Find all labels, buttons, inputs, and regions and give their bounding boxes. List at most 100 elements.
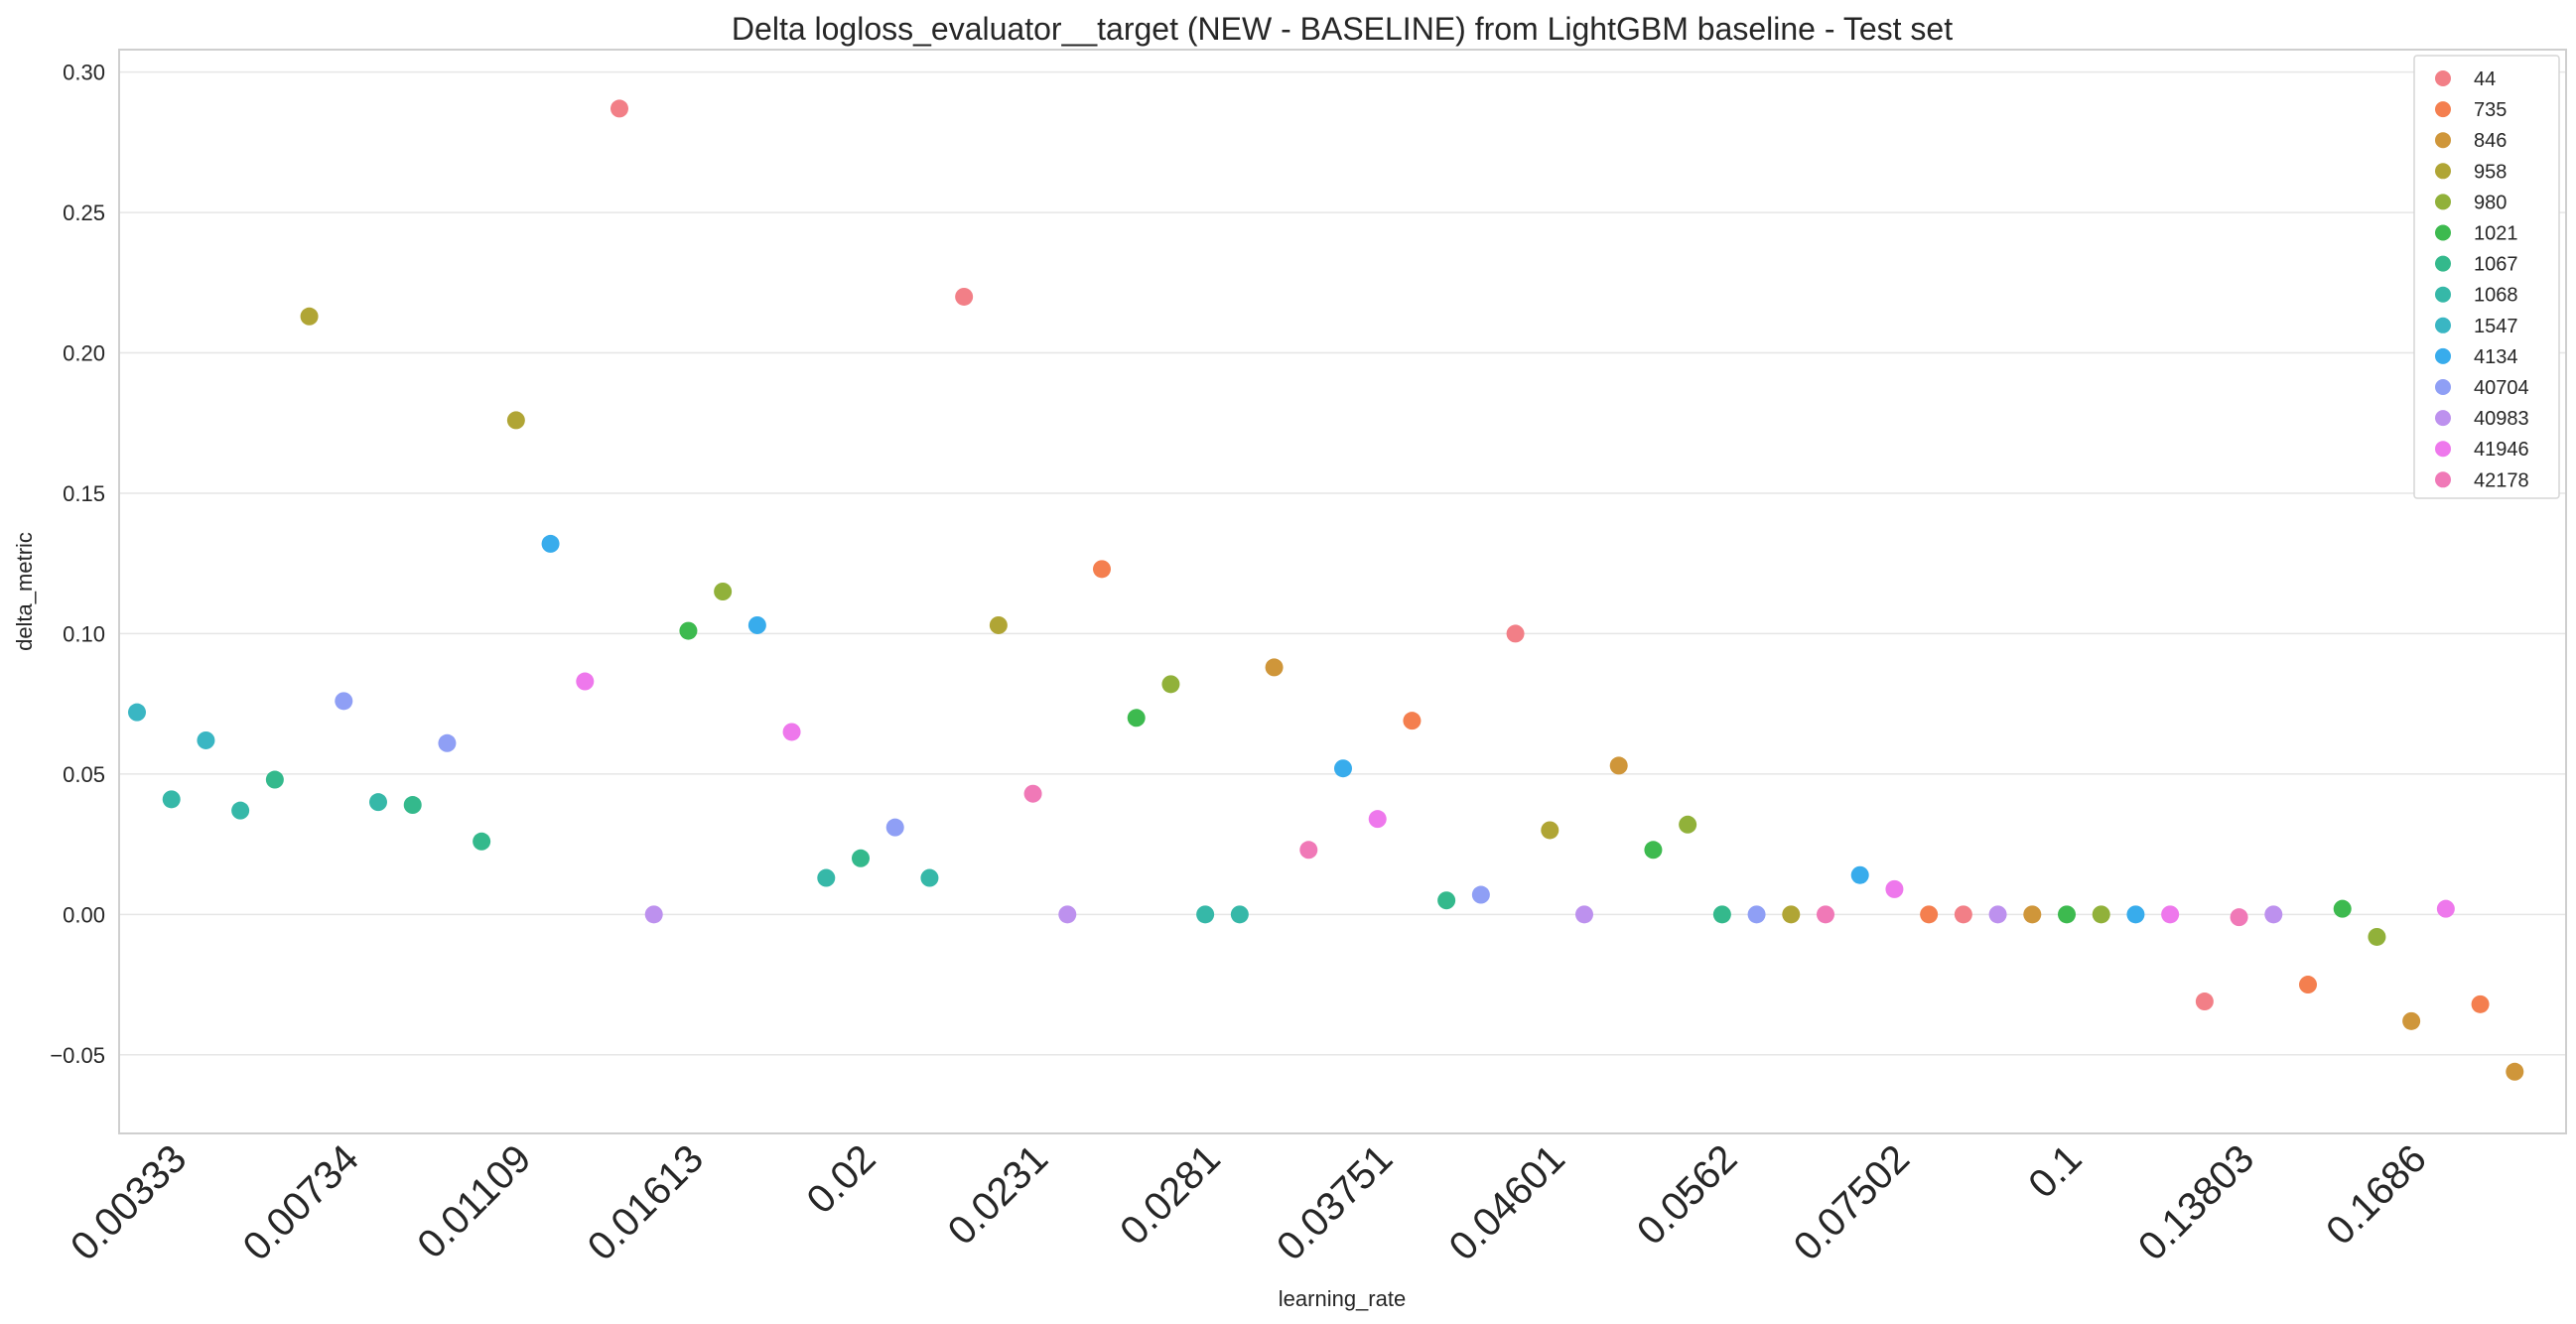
data-point [197, 730, 215, 749]
data-point [2402, 1011, 2421, 1030]
data-point [576, 672, 595, 691]
data-point [438, 733, 457, 752]
data-point [2299, 976, 2317, 994]
data-point [1058, 905, 1077, 924]
data-point [541, 534, 560, 553]
data-point [1403, 712, 1422, 730]
legend-label: 4134 [2474, 346, 2518, 368]
y-axis-label: delta_metric [12, 532, 37, 651]
data-point [1506, 624, 1525, 643]
legend-marker [2435, 410, 2451, 427]
data-point [852, 849, 870, 867]
data-point [162, 790, 181, 809]
data-point [1299, 841, 1318, 860]
data-point [473, 832, 491, 851]
legend-marker [2435, 379, 2451, 395]
data-point [885, 818, 904, 837]
data-point [2023, 905, 2042, 924]
legend-label: 846 [2474, 130, 2507, 152]
data-point [2161, 905, 2180, 924]
legend-label: 958 [2474, 161, 2507, 183]
legend-marker [2435, 347, 2451, 364]
data-point [1265, 658, 1284, 677]
data-point [2126, 905, 2145, 924]
y-tick-label: 0.10 [63, 621, 105, 646]
legend-marker [2435, 441, 2451, 458]
data-point [1093, 560, 1111, 579]
data-point [1885, 879, 1904, 898]
y-axis-ticks: −0.05 0.00 0.05 0.10 0.15 0.20 0.25 0.30 [50, 61, 105, 1068]
data-point [644, 905, 663, 924]
data-point [817, 868, 836, 887]
data-point [403, 796, 422, 815]
data-point [1196, 905, 1215, 924]
data-point [955, 287, 974, 306]
data-point [1023, 784, 1042, 803]
plot-frame [118, 49, 2567, 1134]
legend-marker [2435, 132, 2451, 149]
data-point [335, 692, 353, 711]
data-point [1817, 905, 1834, 924]
legend-label: 1547 [2474, 316, 2518, 337]
legend-label: 735 [2474, 99, 2507, 121]
y-tick-label: 0.20 [63, 341, 105, 366]
data-point [1368, 810, 1387, 829]
data-point [1471, 885, 1490, 904]
data-point [231, 801, 250, 820]
data-point [1334, 759, 1352, 778]
data-point [1679, 815, 1697, 834]
data-point [2195, 993, 2214, 1011]
data-point [989, 615, 1008, 634]
data-point [1988, 905, 2007, 924]
data-point [2264, 905, 2283, 924]
data-point [747, 615, 766, 634]
legend-label: 44 [2474, 68, 2496, 90]
legend-label: 1068 [2474, 285, 2518, 307]
data-point [1850, 865, 1869, 884]
data-point [1782, 905, 1801, 924]
data-point [1437, 891, 1456, 910]
legend-label: 40983 [2474, 408, 2529, 430]
legend-frame [2413, 55, 2560, 499]
data-point [1541, 821, 1559, 840]
data-point [1161, 675, 1180, 694]
y-tick-label: 0.00 [63, 902, 105, 927]
data-point [2092, 905, 2110, 924]
y-tick-label: 0.30 [63, 61, 105, 85]
data-point [1644, 841, 1663, 860]
legend-marker [2435, 70, 2451, 86]
data-point [1747, 905, 1766, 924]
legend-marker [2435, 286, 2451, 303]
data-point [265, 770, 284, 789]
legend-marker [2435, 255, 2451, 272]
data-point [1954, 905, 1972, 924]
data-point [1575, 905, 1593, 924]
legend-label: 42178 [2474, 469, 2529, 491]
data-point [2436, 899, 2455, 918]
y-tick-label: 0.25 [63, 200, 105, 225]
y-tick-label: −0.05 [50, 1043, 105, 1068]
data-point [1127, 709, 1146, 728]
data-point [2506, 1062, 2524, 1081]
data-points [128, 99, 2524, 1081]
data-point [300, 307, 319, 326]
y-tick-label: 0.15 [63, 481, 105, 506]
data-point [679, 621, 698, 640]
data-point [2058, 905, 2076, 924]
data-point [1920, 905, 1939, 924]
data-point [782, 723, 801, 741]
data-point [2471, 994, 2490, 1013]
y-tick-label: 0.05 [63, 762, 105, 787]
data-point [1230, 905, 1249, 924]
legend-label: 1021 [2474, 223, 2518, 245]
data-point [506, 411, 525, 430]
data-point [920, 868, 939, 887]
legend: 44 735 846 958 980 1021 1067 1068 1547 4134 40704 4… [2413, 55, 2560, 499]
legend-label: 980 [2474, 192, 2507, 213]
legend-marker [2435, 317, 2451, 333]
data-point [128, 703, 146, 722]
legend-marker [2435, 471, 2451, 488]
legend-marker [2435, 101, 2451, 118]
